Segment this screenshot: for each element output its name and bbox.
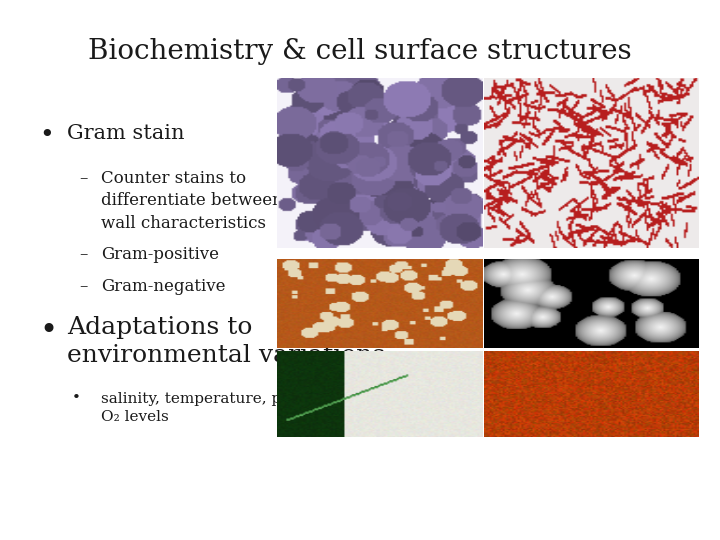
Text: Gram stain: Gram stain xyxy=(67,124,184,143)
Text: Biochemistry & cell surface structures: Biochemistry & cell surface structures xyxy=(88,38,632,65)
Text: •: • xyxy=(40,316,58,347)
Text: salinity, temperature, pH,
O₂ levels: salinity, temperature, pH, O₂ levels xyxy=(101,392,300,424)
Text: –: – xyxy=(79,278,88,295)
Text: –: – xyxy=(79,246,88,262)
Text: Adaptations to
environmental variations: Adaptations to environmental variations xyxy=(67,316,385,367)
Text: –: – xyxy=(79,170,88,187)
Text: Gram-negative: Gram-negative xyxy=(101,278,225,295)
Text: •: • xyxy=(40,124,54,147)
Text: Counter stains to
differentiate between cell
wall characteristics: Counter stains to differentiate between … xyxy=(101,170,318,232)
Text: •: • xyxy=(72,392,81,406)
Text: Gram-positive: Gram-positive xyxy=(101,246,219,262)
